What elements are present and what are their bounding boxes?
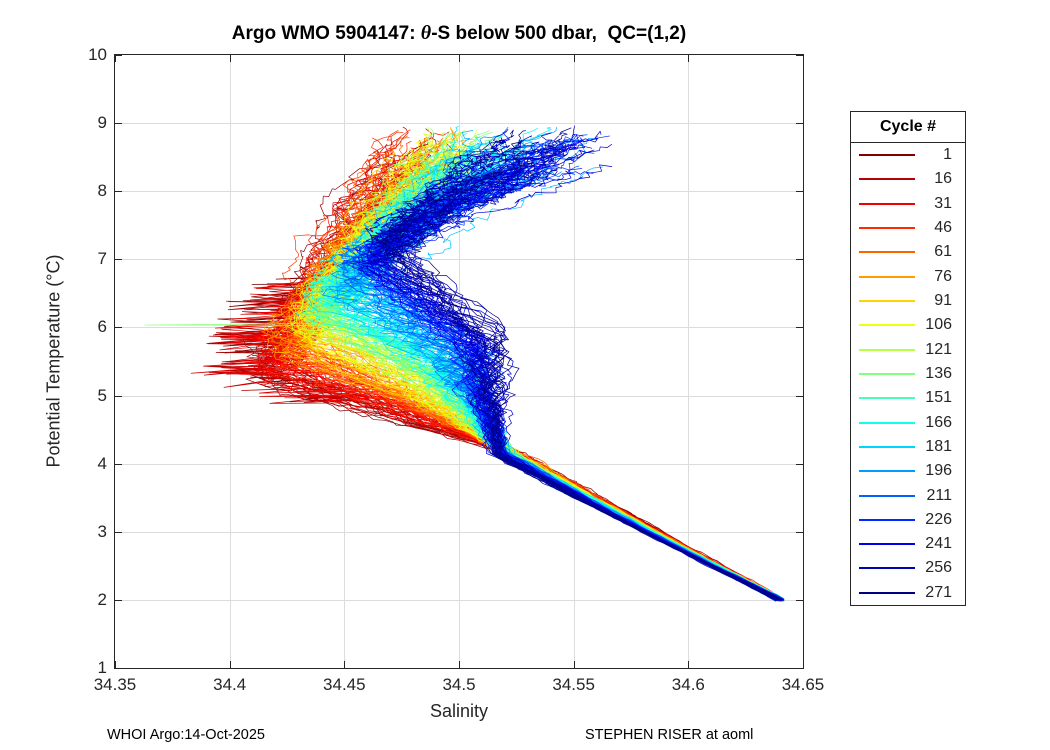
- y-tick-label: 4: [97, 453, 107, 473]
- legend-line-sample: [859, 397, 915, 400]
- legend-line-sample: [859, 300, 915, 303]
- legend-line-sample: [859, 275, 915, 278]
- y-tick-label: 1: [97, 658, 107, 677]
- chart-title-theta-symbol: θ: [420, 22, 432, 44]
- legend-entry-label: 136: [925, 364, 952, 382]
- legend-entry: 151: [851, 386, 965, 410]
- legend-line-sample: [859, 445, 915, 448]
- chart-title-suffix: -S below 500 dbar, QC=(1,2): [431, 23, 687, 44]
- y-tick-label: 6: [97, 317, 107, 337]
- x-axis-label: Salinity: [429, 701, 489, 721]
- legend-line-sample: [859, 494, 915, 497]
- profiles-canvas: [115, 55, 803, 668]
- legend-line-sample: [859, 178, 915, 181]
- y-tick-label: 8: [97, 181, 107, 201]
- chart-title: Argo WMO 5904147: θ-S below 500 dbar, QC…: [115, 22, 803, 45]
- legend-entry: 166: [851, 411, 965, 435]
- y-tick-label: 9: [97, 113, 107, 133]
- legend-line-sample: [859, 591, 915, 594]
- x-tick-label: 34.45: [323, 675, 366, 694]
- legend-entry: 241: [851, 532, 965, 556]
- legend-entry: 106: [851, 313, 965, 337]
- legend-entry: 211: [851, 484, 965, 508]
- y-tick-label: 10: [88, 45, 107, 64]
- legend-entry-label: 91: [934, 292, 952, 310]
- legend-entry-label: 196: [925, 462, 952, 480]
- legend-entry-label: 1: [943, 146, 952, 164]
- legend-entry: 76: [851, 265, 965, 289]
- legend-entry-label: 76: [934, 267, 952, 285]
- legend-entry-label: 256: [925, 559, 952, 577]
- legend-entry: 46: [851, 216, 965, 240]
- y-tick-label: 3: [97, 521, 107, 541]
- legend-entry-label: 226: [925, 510, 952, 528]
- legend-entry-label: 241: [925, 535, 952, 553]
- legend-entry-label: 106: [925, 316, 952, 334]
- legend-line-sample: [859, 543, 915, 546]
- x-tick-label: 34.55: [552, 675, 595, 694]
- legend-entry: 61: [851, 240, 965, 264]
- legend-entry: 121: [851, 338, 965, 362]
- legend-line-sample: [859, 154, 915, 157]
- legend-line-sample: [859, 372, 915, 375]
- legend-entry-label: 211: [926, 486, 952, 504]
- legend-entry-label: 271: [925, 583, 952, 601]
- plot-area: [114, 54, 804, 669]
- legend-entry-label: 166: [925, 413, 952, 431]
- legend-entry: 16: [851, 167, 965, 191]
- legend-line-sample: [859, 470, 915, 473]
- legend-entry-label: 181: [925, 437, 952, 455]
- legend-line-sample: [859, 202, 915, 205]
- y-tick-label: 2: [97, 589, 107, 609]
- legend-line-sample: [859, 227, 915, 230]
- legend-line-sample: [859, 518, 915, 521]
- legend-title: Cycle #: [851, 112, 965, 143]
- x-tick-label: 34.35: [93, 675, 137, 694]
- legend-entry: 1: [851, 143, 965, 167]
- legend-entry: 256: [851, 556, 965, 580]
- y-tick-label: 5: [97, 385, 107, 405]
- legend-line-sample: [859, 421, 915, 424]
- footer-credit-right: STEPHEN RISER at aoml: [585, 727, 754, 743]
- x-tick-label: 34.4: [213, 675, 247, 694]
- legend-entry-label: 121: [925, 340, 952, 358]
- x-tick-label: 34.65: [781, 675, 825, 694]
- legend-entry-label: 46: [934, 219, 952, 237]
- x-tick-label: 34.5: [442, 675, 476, 694]
- legend-entry-label: 16: [934, 170, 952, 188]
- legend-line-sample: [859, 567, 915, 570]
- legend-entry-label: 61: [934, 243, 952, 261]
- legend-entry: 91: [851, 289, 965, 313]
- legend-line-sample: [859, 324, 915, 327]
- y-axis-label: Potential Temperature (°C): [43, 254, 64, 468]
- legend-entry-label: 31: [934, 194, 952, 212]
- legend-rows: 1 16 31 46 61 76 91 106 121 136 151 166 181 196 211 226…: [851, 143, 965, 605]
- legend-entry: 181: [851, 435, 965, 459]
- legend-entry: 226: [851, 508, 965, 532]
- y-tick-label: 7: [97, 249, 107, 269]
- footer-credit-left: WHOI Argo:14-Oct-2025: [107, 727, 265, 743]
- legend-entry: 136: [851, 362, 965, 386]
- legend-line-sample: [859, 251, 915, 254]
- legend-entry: 196: [851, 459, 965, 483]
- legend-entry-label: 151: [925, 389, 952, 407]
- legend-entry: 271: [851, 581, 965, 605]
- x-tick-label: 34.6: [671, 675, 705, 694]
- legend-entry: 31: [851, 192, 965, 216]
- legend: Cycle # 1 16 31 46 61 76 91 106 121 136 151 166 181 1…: [850, 111, 966, 606]
- chart-title-prefix: Argo WMO 5904147:: [231, 23, 421, 44]
- legend-line-sample: [859, 348, 915, 351]
